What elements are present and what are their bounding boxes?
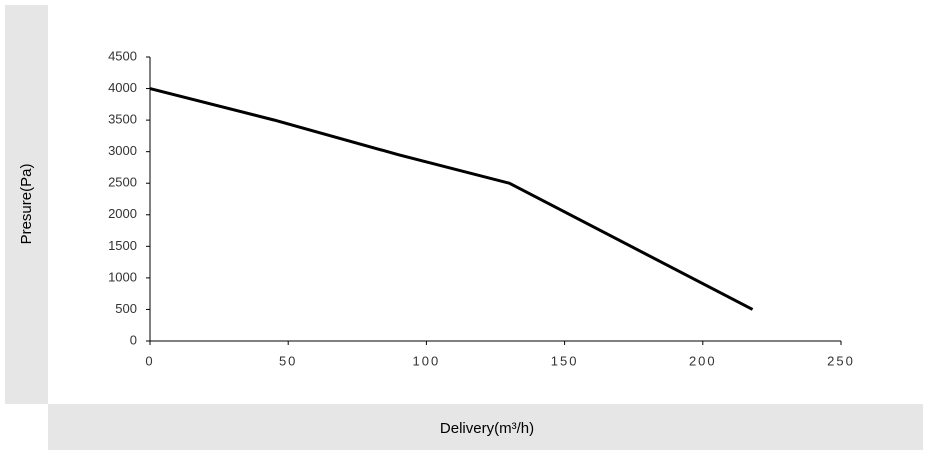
y-label-panel [5, 5, 48, 404]
y-tick-label: 4500 [108, 48, 137, 63]
y-axis-title: Presure(Pa) [18, 164, 35, 245]
x-tick-label: 250 [827, 353, 855, 368]
y-tick-label: 4000 [108, 80, 137, 95]
y-tick-label: 2000 [108, 206, 137, 221]
y-tick-label: 3000 [108, 143, 137, 158]
y-tick-label: 0 [130, 332, 137, 347]
x-tick-label: 0 [145, 353, 154, 368]
y-tick-label: 1000 [108, 269, 137, 284]
x-tick-label: 100 [413, 353, 441, 368]
x-axis-title: Delivery(m³/h) [440, 420, 534, 437]
data-line [149, 87, 754, 311]
x-tick-label: 50 [279, 353, 297, 368]
y-tick-label: 500 [115, 301, 137, 316]
x-label-panel [48, 404, 923, 450]
x-tick-label: 150 [551, 353, 579, 368]
y-tick-label: 2500 [108, 175, 137, 190]
y-tick-label: 1500 [108, 238, 137, 253]
y-tick-label: 3500 [108, 112, 137, 127]
x-tick-label: 200 [689, 353, 717, 368]
